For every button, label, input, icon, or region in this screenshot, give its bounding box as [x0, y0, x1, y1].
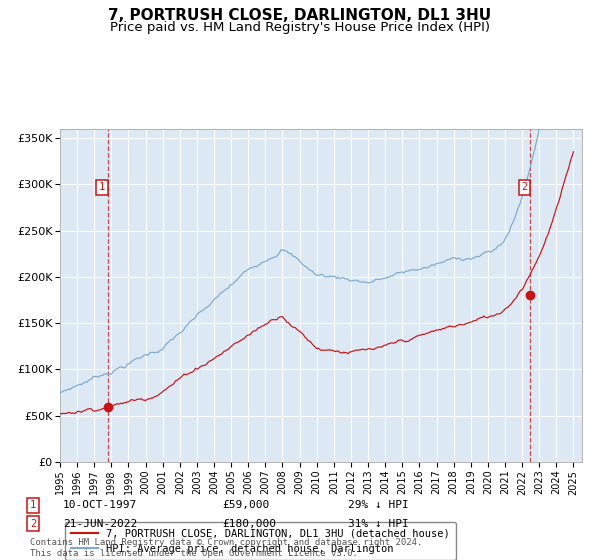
Text: 21-JUN-2022: 21-JUN-2022: [63, 519, 137, 529]
Text: 2: 2: [521, 183, 527, 193]
Text: £180,000: £180,000: [222, 519, 276, 529]
Text: Contains HM Land Registry data © Crown copyright and database right 2024.
This d: Contains HM Land Registry data © Crown c…: [30, 538, 422, 558]
Text: £59,000: £59,000: [222, 500, 269, 510]
Text: 7, PORTRUSH CLOSE, DARLINGTON, DL1 3HU: 7, PORTRUSH CLOSE, DARLINGTON, DL1 3HU: [109, 8, 491, 24]
Text: 31% ↓ HPI: 31% ↓ HPI: [348, 519, 409, 529]
Text: 2: 2: [30, 519, 36, 529]
Text: 1: 1: [99, 183, 105, 193]
Text: 10-OCT-1997: 10-OCT-1997: [63, 500, 137, 510]
Text: 1: 1: [30, 500, 36, 510]
Text: Price paid vs. HM Land Registry's House Price Index (HPI): Price paid vs. HM Land Registry's House …: [110, 21, 490, 34]
Legend: 7, PORTRUSH CLOSE, DARLINGTON, DL1 3HU (detached house), HPI: Average price, det: 7, PORTRUSH CLOSE, DARLINGTON, DL1 3HU (…: [65, 522, 456, 560]
Text: 29% ↓ HPI: 29% ↓ HPI: [348, 500, 409, 510]
